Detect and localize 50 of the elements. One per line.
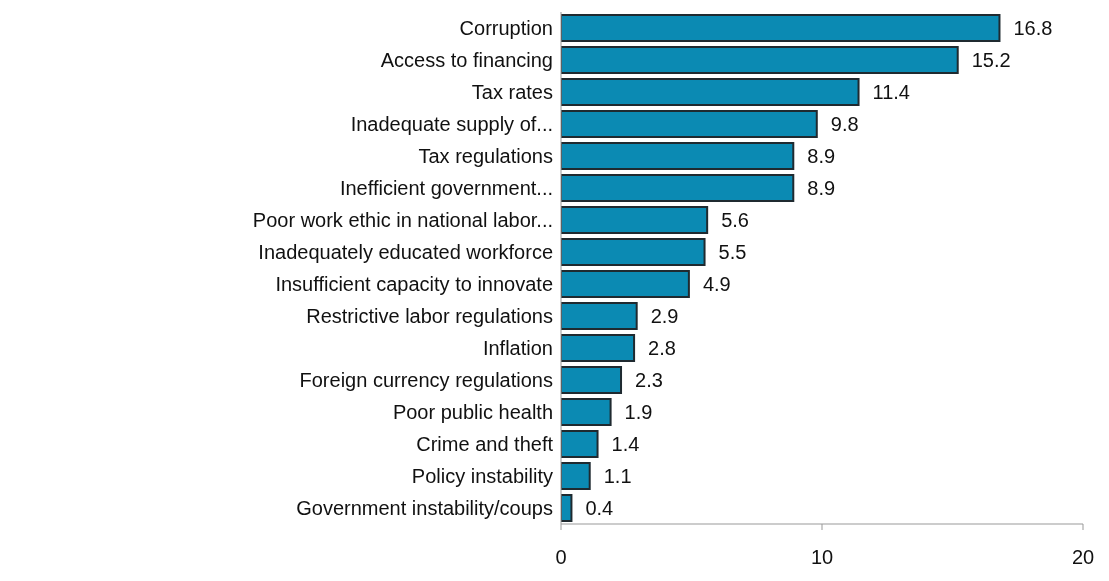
- data-label: 16.8: [1013, 17, 1053, 40]
- data-label: 2.9: [650, 305, 679, 328]
- bar: [561, 366, 623, 394]
- bar: [561, 142, 795, 170]
- bar: [561, 398, 612, 426]
- data-label: 1.4: [611, 433, 640, 456]
- data-label: 5.5: [718, 241, 747, 264]
- data-label: 1.1: [603, 465, 632, 488]
- y-tick-label: Inflation: [482, 337, 553, 360]
- data-label: 15.2: [971, 49, 1011, 72]
- y-tick-label: Tax regulations: [418, 145, 553, 168]
- y-tick-label: Poor public health: [392, 401, 553, 424]
- bar: [561, 238, 706, 266]
- bar: [561, 174, 795, 202]
- bar: [561, 270, 690, 298]
- bar: [561, 334, 636, 362]
- y-tick-label: Restrictive labor regulations: [306, 305, 553, 328]
- bar: [561, 430, 599, 458]
- y-tick-label: Policy instability: [411, 465, 553, 488]
- y-tick-label: Insufficient capacity to innovate: [275, 273, 553, 296]
- data-label: 2.8: [648, 337, 676, 360]
- bar: [561, 78, 860, 106]
- y-tick-label: Access to financing: [380, 49, 553, 72]
- data-label: 1.9: [624, 401, 653, 424]
- bar: [561, 14, 1001, 42]
- data-label: 0.4: [585, 497, 614, 520]
- bar: [561, 206, 709, 234]
- y-tick-label: Crime and theft: [416, 433, 554, 456]
- bar: [561, 302, 638, 330]
- x-tick-label: 0: [555, 546, 567, 569]
- y-tick-label: Foreign currency regulations: [299, 369, 553, 392]
- bar: [561, 46, 959, 74]
- data-label: 8.9: [807, 145, 836, 168]
- x-tick-label: 20: [1071, 546, 1095, 569]
- y-tick-label: Government instability/coups: [296, 497, 553, 520]
- data-label: 5.6: [721, 209, 749, 232]
- data-label: 4.9: [702, 273, 731, 296]
- data-label: 11.4: [872, 81, 910, 104]
- bar: [561, 110, 818, 138]
- bar: [561, 462, 591, 490]
- y-tick-label: Poor work ethic in national labor...: [252, 209, 553, 232]
- data-label: 9.8: [830, 113, 859, 136]
- y-tick-label: Inadequately educated workforce: [258, 241, 553, 264]
- y-tick-label: Corruption: [459, 17, 553, 40]
- data-label: 2.3: [635, 369, 663, 392]
- data-label: 8.9: [807, 177, 836, 200]
- x-tick-label: 10: [810, 546, 834, 569]
- y-tick-label: Inadequate supply of...: [350, 113, 553, 136]
- y-tick-label: Inefficient government...: [339, 177, 553, 200]
- y-tick-label: Tax rates: [471, 81, 553, 104]
